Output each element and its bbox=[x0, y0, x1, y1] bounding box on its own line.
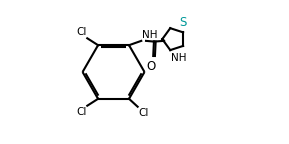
Text: NH: NH bbox=[142, 30, 157, 40]
Text: Cl: Cl bbox=[76, 107, 86, 117]
Text: Cl: Cl bbox=[76, 27, 86, 37]
Text: NH: NH bbox=[171, 53, 187, 63]
Text: S: S bbox=[179, 16, 187, 29]
Text: Cl: Cl bbox=[138, 108, 149, 118]
Text: O: O bbox=[147, 60, 156, 73]
